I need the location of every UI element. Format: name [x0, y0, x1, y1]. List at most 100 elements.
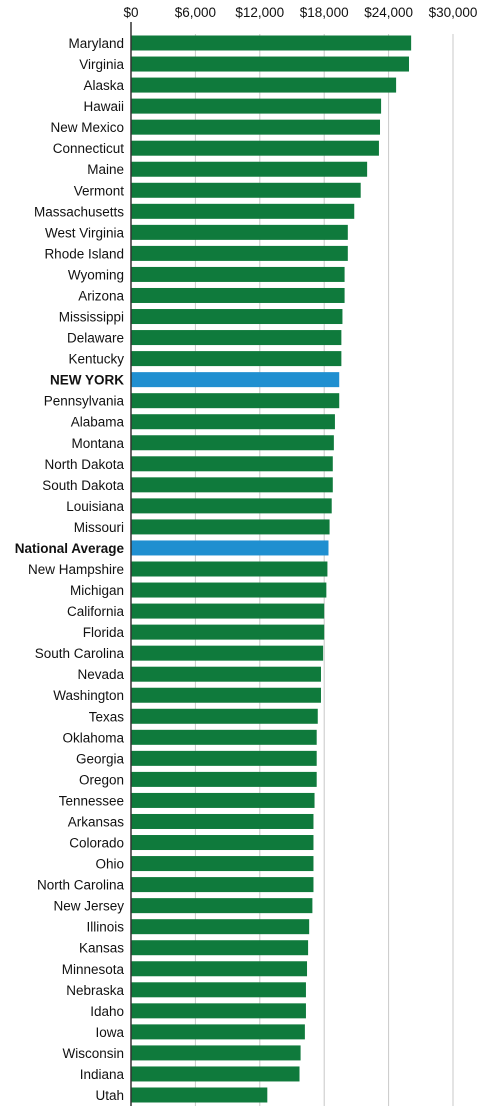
- category-label-new-mexico: New Mexico: [50, 120, 124, 135]
- category-label-mississippi: Mississippi: [59, 310, 124, 325]
- bar-new-hampshire: [131, 561, 328, 577]
- category-label-vermont: Vermont: [74, 183, 125, 198]
- bar-new-jersey: [131, 898, 313, 914]
- category-label-delaware: Delaware: [67, 331, 124, 346]
- bar-south-dakota: [131, 477, 333, 493]
- category-label-texas: Texas: [89, 709, 125, 724]
- category-label-arkansas: Arkansas: [68, 814, 125, 829]
- x-tick-label: $0: [123, 5, 138, 20]
- category-label-louisiana: Louisiana: [66, 499, 124, 514]
- x-tick-label: $18,000: [300, 5, 349, 20]
- bar-colorado: [131, 835, 314, 851]
- category-label-idaho: Idaho: [90, 1004, 124, 1019]
- x-tick-label: $12,000: [235, 5, 284, 20]
- category-label-oregon: Oregon: [79, 772, 124, 787]
- category-label-new-jersey: New Jersey: [53, 899, 124, 914]
- bar-maine: [131, 161, 368, 177]
- category-label-kansas: Kansas: [79, 941, 124, 956]
- bar-florida: [131, 624, 325, 640]
- bar-louisiana: [131, 498, 332, 514]
- bar-west-virginia: [131, 224, 348, 240]
- category-label-alabama: Alabama: [71, 415, 125, 430]
- bar-alaska: [131, 77, 397, 93]
- category-label-oklahoma: Oklahoma: [62, 730, 124, 745]
- bar-arizona: [131, 287, 345, 303]
- x-axis-ticks: $0 $6,000 $12,000 $18,000 $24,000 $30,000: [123, 5, 477, 20]
- x-tick-label: $6,000: [175, 5, 216, 20]
- bar-national-average: [131, 540, 329, 556]
- bar-michigan: [131, 582, 327, 598]
- bar-pennsylvania: [131, 393, 340, 409]
- bar-wisconsin: [131, 1045, 301, 1061]
- bar-georgia: [131, 750, 317, 766]
- category-label-new-york: NEW YORK: [50, 373, 124, 388]
- category-label-south-dakota: South Dakota: [42, 478, 124, 493]
- category-label-wisconsin: Wisconsin: [62, 1046, 124, 1061]
- category-label-pennsylvania: Pennsylvania: [44, 394, 125, 409]
- bar-alabama: [131, 414, 335, 430]
- bar-rhode-island: [131, 245, 348, 261]
- category-label-maryland: Maryland: [68, 36, 124, 51]
- bar-massachusetts: [131, 203, 355, 219]
- category-label-virginia: Virginia: [79, 57, 124, 72]
- bar-washington: [131, 687, 321, 703]
- category-label-utah: Utah: [95, 1088, 124, 1103]
- category-label-georgia: Georgia: [76, 751, 125, 766]
- bar-hawaii: [131, 98, 382, 114]
- category-label-colorado: Colorado: [69, 836, 124, 851]
- bar-north-dakota: [131, 456, 333, 472]
- category-label-national-average: National Average: [15, 541, 125, 556]
- category-label-hawaii: Hawaii: [83, 99, 124, 114]
- bar-idaho: [131, 1003, 306, 1019]
- bar-north-carolina: [131, 877, 314, 893]
- category-label-ohio: Ohio: [95, 857, 124, 872]
- category-label-north-dakota: North Dakota: [44, 457, 124, 472]
- bar-illinois: [131, 919, 310, 935]
- x-tick-label: $24,000: [364, 5, 413, 20]
- bar-kentucky: [131, 351, 342, 367]
- category-label-california: California: [67, 604, 125, 619]
- bar-ohio: [131, 856, 314, 872]
- category-label-iowa: Iowa: [95, 1025, 124, 1040]
- bar-utah: [131, 1087, 268, 1103]
- category-label-west-virginia: West Virginia: [45, 225, 125, 240]
- bar-delaware: [131, 330, 342, 346]
- bar-minnesota: [131, 961, 308, 977]
- bar-missouri: [131, 519, 330, 535]
- bar-connecticut: [131, 140, 379, 156]
- category-label-new-hampshire: New Hampshire: [28, 562, 124, 577]
- bar-south-carolina: [131, 645, 324, 661]
- x-tick-label: $30,000: [429, 5, 478, 20]
- bar-tennessee: [131, 792, 315, 808]
- category-label-nevada: Nevada: [77, 667, 124, 682]
- bar-mississippi: [131, 309, 343, 325]
- category-label-washington: Washington: [53, 688, 124, 703]
- bar-nebraska: [131, 982, 306, 998]
- category-label-maine: Maine: [87, 162, 124, 177]
- category-label-minnesota: Minnesota: [62, 962, 125, 977]
- bar-virginia: [131, 56, 409, 72]
- category-label-indiana: Indiana: [80, 1067, 125, 1082]
- category-label-illinois: Illinois: [86, 920, 124, 935]
- category-label-michigan: Michigan: [70, 583, 124, 598]
- bar-arkansas: [131, 813, 314, 829]
- bar-oregon: [131, 771, 317, 787]
- category-label-north-carolina: North Carolina: [37, 878, 125, 893]
- category-label-wyoming: Wyoming: [68, 267, 124, 282]
- bar-iowa: [131, 1024, 305, 1040]
- category-label-connecticut: Connecticut: [53, 141, 125, 156]
- category-label-rhode-island: Rhode Island: [44, 246, 124, 261]
- bar-texas: [131, 708, 318, 724]
- category-label-florida: Florida: [83, 625, 125, 640]
- category-label-kentucky: Kentucky: [68, 352, 124, 367]
- bar-oklahoma: [131, 729, 317, 745]
- category-label-arizona: Arizona: [78, 288, 124, 303]
- bar-new-york: [131, 372, 340, 388]
- bar-wyoming: [131, 266, 345, 282]
- category-label-massachusetts: Massachusetts: [34, 204, 124, 219]
- category-labels: Maryland Virginia Alaska Hawaii New Mexico Co…: [15, 36, 125, 1103]
- bar-kansas: [131, 940, 309, 956]
- category-label-south-carolina: South Carolina: [35, 646, 125, 661]
- category-label-missouri: Missouri: [74, 520, 124, 535]
